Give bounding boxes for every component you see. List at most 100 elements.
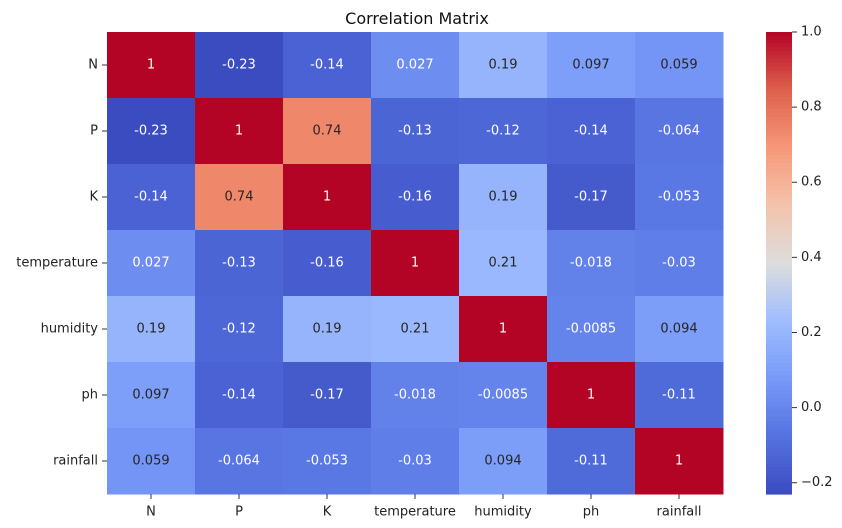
cell-value-label: 0.027 bbox=[396, 58, 433, 73]
colorbar-gradient-step bbox=[766, 478, 792, 484]
colorbar-gradient-step bbox=[766, 251, 792, 256]
cell-value-label: -0.17 bbox=[310, 388, 344, 403]
cell-value-label: 0.094 bbox=[660, 322, 697, 337]
colorbar-gradient-step bbox=[766, 70, 792, 75]
colorbar-gradient-step bbox=[766, 220, 792, 226]
cell-value-label: -0.14 bbox=[310, 58, 344, 73]
colorbar-gradient-step bbox=[766, 286, 792, 291]
colorbar-gradient-step bbox=[766, 340, 792, 345]
heatmap-cell bbox=[195, 428, 284, 495]
colorbar-gradient-step bbox=[766, 97, 792, 102]
heatmap-cell bbox=[635, 32, 724, 99]
colorbar: −0.2 0.0 0.2 0.4 0.6 0.8 1.0 bbox=[766, 25, 833, 495]
colorbar-gradient-step bbox=[766, 216, 792, 222]
cell-value-label: 0.059 bbox=[660, 58, 697, 73]
heatmap-cell bbox=[547, 362, 636, 429]
heatmap-cell bbox=[283, 296, 372, 363]
cell-value-label: 1 bbox=[587, 388, 595, 403]
heatmap-cell bbox=[283, 164, 372, 231]
y-tick-label: N bbox=[88, 58, 98, 73]
heatmap-cell bbox=[283, 32, 372, 99]
colorbar-gradient-step bbox=[766, 274, 792, 279]
cell-value-label: 0.059 bbox=[132, 454, 169, 469]
colorbar-gradient-step bbox=[766, 359, 792, 364]
cell-value-label: 0.21 bbox=[489, 256, 518, 271]
heatmap-cell bbox=[371, 428, 460, 495]
cell-value-label: -0.13 bbox=[222, 256, 256, 271]
colorbar-gradient-step bbox=[766, 166, 792, 172]
x-tick-label: K bbox=[323, 505, 332, 520]
cell-value-label: 1 bbox=[499, 322, 507, 337]
x-tick-label: rainfall bbox=[657, 505, 702, 520]
cell-value-label: -0.0085 bbox=[478, 388, 528, 403]
x-tick-label: N bbox=[146, 505, 156, 520]
colorbar-gradient-step bbox=[766, 93, 792, 99]
colorbar-tick-label: 0.4 bbox=[801, 250, 822, 265]
heatmap-cell bbox=[459, 230, 548, 297]
colorbar-gradient-step bbox=[766, 178, 792, 183]
y-tick-label: P bbox=[90, 124, 98, 139]
colorbar-gradient-step bbox=[766, 232, 792, 237]
colorbar-gradient-step bbox=[766, 135, 792, 141]
colorbar-gradient-step bbox=[766, 82, 792, 87]
cell-value-label: -0.14 bbox=[574, 124, 608, 139]
heatmap-cell bbox=[547, 32, 636, 99]
heatmap-cell bbox=[635, 296, 724, 363]
heatmap-cell bbox=[635, 230, 724, 297]
colorbar-gradient-step bbox=[766, 151, 792, 156]
colorbar-gradient-step bbox=[766, 243, 792, 249]
colorbar-gradient-step bbox=[766, 247, 792, 253]
colorbar-gradient-step bbox=[766, 336, 792, 341]
cell-value-label: 0.027 bbox=[132, 256, 169, 271]
heatmap-cell bbox=[195, 296, 284, 363]
colorbar-gradient-step bbox=[766, 43, 792, 48]
colorbar-gradient-step bbox=[766, 363, 792, 368]
colorbar-gradient-step bbox=[766, 278, 792, 283]
colorbar-tick-label: 1.0 bbox=[801, 25, 822, 40]
colorbar-gradient-step bbox=[766, 447, 792, 453]
cell-value-label: 0.74 bbox=[225, 190, 254, 205]
colorbar-tick-label: 0.2 bbox=[801, 325, 822, 340]
heatmap-cell bbox=[635, 164, 724, 231]
colorbar-gradient-step bbox=[766, 120, 792, 125]
colorbar-gradient-step bbox=[766, 490, 792, 495]
cell-value-label: -0.064 bbox=[218, 454, 260, 469]
colorbar-gradient-step bbox=[766, 316, 792, 322]
colorbar-gradient-step bbox=[766, 182, 792, 187]
colorbar-gradient-step bbox=[766, 455, 792, 460]
cell-value-label: 0.21 bbox=[401, 322, 430, 337]
heatmap-cell bbox=[371, 362, 460, 429]
heatmap-cell bbox=[547, 164, 636, 231]
colorbar-gradient-step bbox=[766, 393, 792, 399]
cell-value-label: -0.23 bbox=[134, 124, 168, 139]
heatmap-cell bbox=[459, 362, 548, 429]
colorbar-gradient-step bbox=[766, 170, 792, 176]
colorbar-gradient-step bbox=[766, 289, 792, 295]
colorbar-gradient-step bbox=[766, 47, 792, 52]
colorbar-gradient-step bbox=[766, 201, 792, 206]
heatmap-cell bbox=[635, 362, 724, 429]
colorbar-gradient-step bbox=[766, 259, 792, 264]
cell-value-label: 1 bbox=[235, 124, 243, 139]
colorbar-gradient-step bbox=[766, 197, 792, 202]
colorbar-gradient-step bbox=[766, 35, 792, 41]
cell-value-label: -0.16 bbox=[398, 190, 432, 205]
colorbar-gradient-step bbox=[766, 58, 792, 64]
colorbar-gradient-step bbox=[766, 428, 792, 433]
cell-value-label: -0.14 bbox=[222, 388, 256, 403]
x-tick-label: humidity bbox=[474, 505, 532, 520]
colorbar-gradient-step bbox=[766, 320, 792, 326]
colorbar-gradient-step bbox=[766, 116, 792, 122]
colorbar-gradient-step bbox=[766, 147, 792, 152]
heatmap-cell bbox=[195, 230, 284, 297]
colorbar-gradient-step bbox=[766, 189, 792, 195]
heatmap-cell bbox=[107, 230, 196, 297]
cell-value-label: 0.74 bbox=[313, 124, 342, 139]
heatmap-cells: 1 -0.23 -0.14 0.027 0.19 0.097 0.059 -0.23 1 0.74… bbox=[107, 32, 724, 495]
colorbar-gradient-step bbox=[766, 420, 792, 426]
heatmap-cell bbox=[107, 428, 196, 495]
heatmap-cell bbox=[283, 98, 372, 165]
heatmap-cell bbox=[459, 98, 548, 165]
